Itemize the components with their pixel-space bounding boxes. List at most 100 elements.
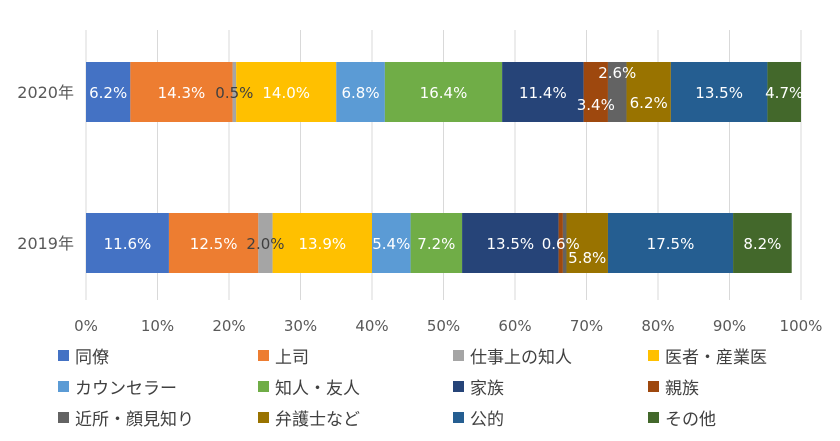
bar-segment xyxy=(272,213,372,273)
legend-swatch xyxy=(258,380,269,392)
bar-segment xyxy=(767,62,801,122)
x-tick-label: 50% xyxy=(427,317,460,335)
bar-segment xyxy=(86,213,169,273)
data-label: 11.6% xyxy=(104,235,152,253)
legend-item: 同僚 xyxy=(58,344,109,368)
legend-swatch xyxy=(648,349,659,361)
data-label: 13.9% xyxy=(298,235,346,253)
x-tick-label: 0% xyxy=(74,317,98,335)
bar-segment xyxy=(626,62,671,122)
legend-swatch xyxy=(453,349,464,361)
data-label: 13.5% xyxy=(695,84,743,102)
y-category-label: 2019年 xyxy=(17,234,74,253)
legend-label: その他 xyxy=(665,409,716,430)
bar-segment xyxy=(86,62,131,122)
data-label: 8.2% xyxy=(743,235,781,253)
legend-item: その他 xyxy=(648,406,716,430)
legend-swatch xyxy=(453,380,464,392)
bar-segment xyxy=(258,213,273,273)
bar-segment xyxy=(562,213,567,273)
legend-swatch xyxy=(453,411,464,423)
legend-swatch xyxy=(648,411,659,423)
legend-item: 家族 xyxy=(453,375,504,399)
bar-segment xyxy=(502,62,584,122)
legend-item: 仕事上の知人 xyxy=(453,344,572,368)
legend-item: 上司 xyxy=(258,344,309,368)
bar-segment xyxy=(607,62,627,122)
legend: 同僚 上司 仕事上の知人 医者・産業医カウンセラー 知人・友人 家族 親族近所・顔見知り 弁護… xyxy=(58,344,838,440)
bars xyxy=(86,62,801,273)
legend-label: 家族 xyxy=(470,378,504,399)
data-label: 2.0% xyxy=(246,235,284,253)
data-labels: 6.2% 14.3% 0.5% 14.0% 6.8% 16.4% 11.4% 3.4% 2.6%… xyxy=(89,64,803,267)
bar-segment xyxy=(607,213,734,273)
data-label: 6.2% xyxy=(89,84,127,102)
legend-swatch xyxy=(58,380,69,392)
y-category-label: 2020年 xyxy=(17,83,74,102)
legend-label: 医者・産業医 xyxy=(665,347,767,368)
x-tick-label: 90% xyxy=(713,317,746,335)
bar-segment xyxy=(336,62,385,122)
x-tick-label: 70% xyxy=(570,317,603,335)
data-label: 5.8% xyxy=(568,249,606,267)
data-label: 0.5% xyxy=(215,84,253,102)
legend-swatch xyxy=(648,380,659,392)
legend-label: カウンセラー xyxy=(75,378,177,399)
bar-segment xyxy=(410,213,463,273)
bar-segment xyxy=(462,213,559,273)
bar-segment xyxy=(168,213,259,273)
bar-segment xyxy=(232,62,237,122)
data-label: 7.2% xyxy=(417,235,455,253)
bar-segment xyxy=(372,213,411,273)
data-label: 16.4% xyxy=(420,84,468,102)
legend-item: 医者・産業医 xyxy=(648,344,767,368)
stacked-bar-chart: 6.2% 14.3% 0.5% 14.0% 6.8% 16.4% 11.4% 3.4% 2.6%… xyxy=(17,30,822,335)
data-label: 6.2% xyxy=(630,94,668,112)
x-tick-label: 20% xyxy=(212,317,245,335)
data-label: 4.7% xyxy=(765,84,803,102)
legend-label: 上司 xyxy=(275,347,309,368)
bar-segment xyxy=(566,213,608,273)
x-tick-label: 10% xyxy=(141,317,174,335)
y-axis-labels: 2020年 2019年 xyxy=(17,83,74,253)
data-label: 13.5% xyxy=(487,235,535,253)
legend-label: 仕事上の知人 xyxy=(470,347,572,368)
data-label: 12.5% xyxy=(190,235,238,253)
data-label: 0.6% xyxy=(542,235,580,253)
data-label: 2.6% xyxy=(598,64,636,82)
legend-label: 公的 xyxy=(470,409,504,430)
bar-segment xyxy=(384,62,503,122)
legend-swatch xyxy=(58,349,69,361)
bar-segment xyxy=(583,62,608,122)
x-tick-label: 40% xyxy=(355,317,388,335)
legend-label: 弁護士など xyxy=(275,409,360,430)
x-tick-label: 80% xyxy=(641,317,674,335)
data-label: 17.5% xyxy=(647,235,695,253)
legend-item: 公的 xyxy=(453,406,504,430)
legend-swatch xyxy=(258,349,269,361)
legend-swatch xyxy=(258,411,269,423)
bar-segment xyxy=(130,62,233,122)
data-label: 11.4% xyxy=(519,84,567,102)
legend-label: 親族 xyxy=(665,378,699,399)
legend-item: 親族 xyxy=(648,375,699,399)
data-label: 5.4% xyxy=(372,235,410,253)
bar-segment xyxy=(236,62,337,122)
legend-label: 近所・顔見知り xyxy=(75,409,194,430)
x-tick-label: 30% xyxy=(284,317,317,335)
data-label: 14.0% xyxy=(262,84,310,102)
legend-swatch xyxy=(58,411,69,423)
x-axis-labels: 0% 10% 20% 30% 40% 50% 60% 70% 80% 90% 100% xyxy=(74,317,822,335)
legend-item: 近所・顔見知り xyxy=(58,406,194,430)
data-label: 6.8% xyxy=(342,84,380,102)
legend-item: 知人・友人 xyxy=(258,375,360,399)
x-tick-label: 100% xyxy=(780,317,823,335)
legend-label: 知人・友人 xyxy=(275,378,360,399)
bar-segment xyxy=(558,213,563,273)
legend-item: カウンセラー xyxy=(58,375,177,399)
legend-item: 弁護士など xyxy=(258,406,360,430)
data-label: 14.3% xyxy=(158,84,206,102)
legend-label: 同僚 xyxy=(75,347,109,368)
bar-segment xyxy=(733,213,792,273)
bar-segment xyxy=(670,62,768,122)
